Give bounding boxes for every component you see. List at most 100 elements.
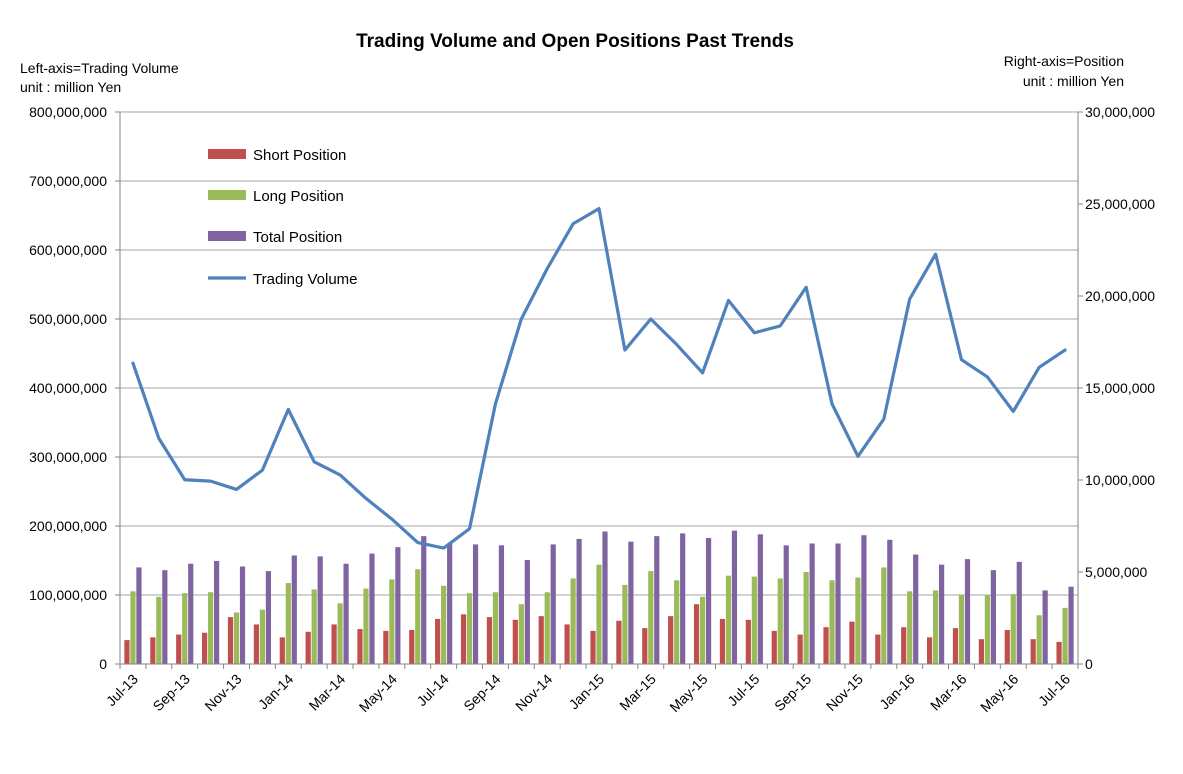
x-tick-label: Nov-13	[201, 671, 244, 714]
bar-total-position	[809, 543, 815, 664]
bar-total-position	[550, 544, 556, 664]
bar-long-position	[363, 588, 369, 664]
bar-total-position	[705, 537, 712, 664]
bar-short-position	[176, 634, 182, 664]
right-tick-label: 0	[1085, 656, 1093, 672]
bar-total-position	[861, 535, 867, 664]
bar-long-position	[829, 580, 835, 664]
bar-long-position	[389, 579, 395, 664]
x-tick-label: May-16	[977, 671, 1021, 715]
bar-long-position	[855, 577, 861, 664]
right-axis-note-line2: unit : million Yen	[1023, 73, 1124, 89]
bar-total-position	[913, 554, 919, 664]
bar-total-position	[343, 563, 349, 664]
bar-short-position	[383, 630, 389, 664]
bar-long-position	[674, 580, 680, 664]
right-axis-ticks: 0 5,000,000 10,000,000 15,000,000 20,000,000…	[1078, 104, 1155, 672]
bar-long-position	[1036, 615, 1042, 664]
bar-total-position	[654, 536, 660, 664]
bar-long-position	[492, 592, 499, 664]
bar-total-position	[757, 534, 763, 664]
bar-total-position	[265, 571, 272, 664]
legend-swatch-long-position	[208, 190, 246, 200]
bar-total-position	[369, 553, 375, 664]
bar-total-position	[938, 564, 945, 664]
x-tick-label: Jul-14	[413, 671, 451, 709]
bar-short-position	[305, 631, 311, 664]
bar-long-position	[1010, 594, 1016, 664]
bar-short-position	[357, 629, 363, 664]
left-tick-label: 300,000,000	[29, 449, 107, 465]
bar-long-position	[337, 603, 343, 664]
bar-short-position	[771, 630, 777, 664]
x-tick-label: May-15	[666, 671, 710, 715]
x-tick-label: Sep-15	[771, 671, 814, 714]
left-tick-label: 800,000,000	[29, 104, 107, 120]
bar-short-position	[693, 604, 700, 664]
bar-total-position	[628, 541, 634, 664]
right-tick-label: 10,000,000	[1085, 472, 1155, 488]
bar-total-position	[472, 544, 479, 664]
x-tick-label: Jul-13	[103, 671, 141, 709]
bar-short-position	[1004, 629, 1010, 664]
bar-total-position	[395, 547, 401, 664]
left-tick-label: 400,000,000	[29, 380, 107, 396]
bar-long-position	[648, 571, 654, 664]
right-tick-label: 5,000,000	[1085, 564, 1147, 580]
legend-swatch-total-position	[208, 231, 246, 241]
chart-title: Trading Volume and Open Positions Past T…	[356, 31, 794, 52]
bar-long-position	[259, 609, 266, 664]
bar-total-position	[447, 543, 453, 664]
bar-short-position	[745, 619, 751, 664]
bar-total-position	[136, 567, 142, 664]
bar-long-position	[570, 578, 576, 664]
bar-total-position	[602, 531, 608, 664]
bar-short-position	[823, 627, 829, 664]
x-tick-label: Jul-15	[724, 671, 762, 709]
bar-total-position	[498, 545, 505, 664]
bar-long-position	[699, 596, 706, 664]
left-axis-note-line1: Left-axis=Trading Volume	[20, 60, 179, 76]
bar-short-position	[512, 619, 518, 664]
left-tick-label: 700,000,000	[29, 173, 107, 189]
bar-short-position	[926, 637, 933, 664]
legend-label-trading-volume: Trading Volume	[253, 271, 358, 288]
x-tick-label: Jan-14	[255, 671, 297, 713]
bar-short-position	[849, 621, 855, 664]
bar-long-position	[544, 592, 550, 664]
bar-short-position	[564, 624, 570, 664]
legend-swatch-short-position	[208, 149, 246, 159]
bar-short-position	[616, 620, 622, 664]
legend-label-long-position: Long Position	[253, 188, 344, 205]
left-tick-label: 100,000,000	[29, 587, 107, 603]
bar-total-position	[317, 556, 323, 664]
bar-short-position	[719, 618, 726, 664]
bar-long-position	[881, 567, 887, 664]
bar-long-position	[1062, 607, 1068, 664]
bar-total-position	[887, 539, 893, 664]
bar-long-position	[803, 572, 809, 664]
bar-total-position	[1068, 586, 1074, 664]
bar-short-position	[253, 624, 260, 664]
bar-long-position	[725, 575, 732, 664]
bar-total-position	[731, 530, 738, 664]
x-tick-label: Mar-15	[616, 671, 659, 714]
bar-long-position	[751, 576, 757, 664]
bar-long-position	[415, 569, 421, 664]
x-tick-label: Jul-16	[1035, 671, 1073, 709]
bar-long-position	[777, 578, 783, 664]
x-tick-label: Sep-14	[460, 671, 503, 714]
x-axis-ticks: Jul-13 Sep-13 Nov-13 Jan-14 Mar-14 May-14 Jul-…	[103, 664, 1079, 715]
bar-total-position	[214, 560, 220, 664]
bar-short-position	[435, 618, 441, 664]
bar-total-position	[524, 560, 530, 664]
bar-short-position	[460, 614, 467, 664]
bar-total-position	[162, 570, 168, 664]
bar-short-position	[668, 616, 674, 664]
bar-short-position	[409, 629, 415, 664]
bar-long-position	[233, 612, 240, 664]
x-tick-label: Jan-16	[876, 671, 918, 713]
bar-long-position	[208, 592, 214, 664]
bar-short-position	[331, 624, 337, 664]
bar-short-position	[486, 617, 493, 664]
